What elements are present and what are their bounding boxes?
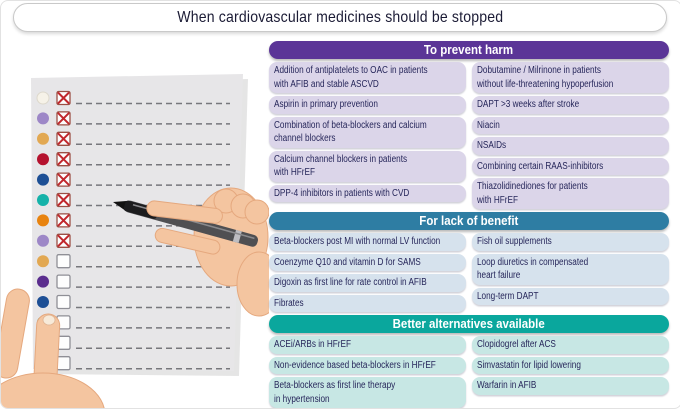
x-mark-icon: [57, 214, 70, 227]
item-box: Niacin: [472, 116, 669, 134]
checklist-paper: [31, 74, 243, 371]
item-box: Combination of beta-blockers and calcium…: [269, 116, 466, 148]
section-header: Better alternatives available: [269, 315, 669, 333]
item-box: Long-term DAPT: [472, 287, 669, 305]
item-box: Warfarin in AFIB: [472, 377, 669, 395]
checklist-row: [56, 335, 230, 350]
checklist-hand-illustration: [1, 74, 269, 408]
x-mark-icon: [57, 194, 70, 206]
fingernail: [42, 314, 56, 326]
bullet-dot: [37, 296, 49, 308]
checklist-row: [37, 152, 230, 167]
page-title: When cardiovascular medicines should be …: [176, 8, 504, 26]
item-box: Beta-blockers post MI with normal LV fun…: [269, 233, 466, 251]
item-box: Dobutamine / Milrinone in patients witho…: [472, 62, 669, 93]
item-box: Loop diuretics in compensated heart fail…: [472, 253, 669, 285]
section-header: For lack of benefit: [269, 212, 669, 230]
section-header-label: For lack of benefit: [419, 214, 519, 228]
item-box: Digoxin as first line for rate control i…: [269, 274, 466, 292]
section-to-prevent-harm: To prevent harm Addition of antiplatelet…: [269, 41, 669, 209]
x-mark-icon: [57, 173, 70, 186]
x-mark-icon: [57, 112, 70, 125]
item-box: Calcium channel blockers in patients wit…: [269, 150, 466, 182]
left-hand: [1, 288, 105, 408]
section-header-label: To prevent harm: [424, 43, 514, 57]
item-box: DPP-4 inhibitors in patients with CVD: [269, 184, 466, 202]
item-box: Clopidogrel after ACS: [472, 336, 669, 354]
item-box: DAPT >3 weeks after stroke: [472, 96, 669, 114]
item-box: NSAIDs: [472, 137, 669, 155]
checklist-row: [37, 213, 230, 228]
section-header-label: Better alternatives available: [392, 317, 546, 331]
x-mark-icon: [57, 234, 70, 247]
checklist-row: [37, 131, 230, 146]
checkbox: [56, 294, 71, 310]
section-left-column: Addition of antiplatelets to OAC in pati…: [269, 62, 466, 209]
item-box: Combining certain RAAS-inhibitors: [472, 157, 669, 175]
checklist-row: [37, 254, 230, 269]
item-box: Non-evidence based beta-blockers in HFrE…: [269, 356, 466, 374]
checklist-row: [37, 294, 230, 310]
checkbox: [56, 254, 71, 269]
checklist-row: [37, 172, 230, 187]
section-left-column: Beta-blockers post MI with normal LV fun…: [269, 233, 466, 312]
x-mark-icon: [57, 92, 70, 104]
x-mark-icon: [57, 153, 70, 166]
bullet-dot: [37, 132, 49, 145]
checklist-row: [37, 233, 230, 248]
bullet-dot: [37, 255, 49, 268]
bullet-dot: [36, 91, 50, 105]
checklist-row: [36, 90, 230, 106]
page-title-banner: When cardiovascular medicines should be …: [13, 3, 667, 32]
right-hand-with-pen: [113, 187, 269, 317]
bullet-dot: [37, 153, 49, 166]
item-box: Aspirin in primary prevention: [269, 96, 466, 114]
item-box: Coenzyme Q10 and vitamin D for SAMS: [269, 253, 466, 271]
section-right-column: Clopidogrel after ACS Simvastatin for li…: [472, 336, 669, 408]
section-better-alternatives: Better alternatives available ACEi/ARBs …: [269, 315, 669, 408]
checklist-row: [37, 111, 230, 126]
section-for-lack-of-benefit: For lack of benefit Beta-blockers post M…: [269, 212, 669, 312]
section-left-column: ACEi/ARBs in HFrEF Non-evidence based be…: [269, 336, 466, 408]
item-box: Beta-blockers as first line therapy in h…: [269, 377, 466, 408]
checklist-row: [37, 192, 230, 208]
item-box: Fish oil supplements: [472, 233, 669, 251]
x-mark-icon: [57, 132, 70, 145]
checkbox: [56, 274, 71, 289]
checklist-row: [37, 274, 230, 289]
section-right-column: Fish oil supplements Loop diuretics in c…: [472, 233, 669, 312]
section-right-column: Dobutamine / Milrinone in patients witho…: [472, 62, 669, 209]
item-box: Thiazolidinediones for patients with HFr…: [472, 178, 669, 209]
item-box: ACEi/ARBs in HFrEF: [269, 336, 466, 354]
checkbox: [56, 356, 71, 371]
bullet-dot: [37, 275, 49, 288]
bullet-dot: [37, 234, 49, 247]
item-box: Fibrates: [269, 294, 466, 312]
item-box: Simvastatin for lipid lowering: [472, 356, 669, 374]
bullet-dot: [37, 112, 49, 125]
item-box: Addition of antiplatelets to OAC in pati…: [269, 62, 466, 93]
bullet-dot: [37, 173, 49, 186]
bullet-dot: [37, 194, 49, 206]
bullet-dot: [37, 214, 49, 227]
checklist-rows: [36, 90, 230, 371]
section-header: To prevent harm: [269, 41, 669, 59]
